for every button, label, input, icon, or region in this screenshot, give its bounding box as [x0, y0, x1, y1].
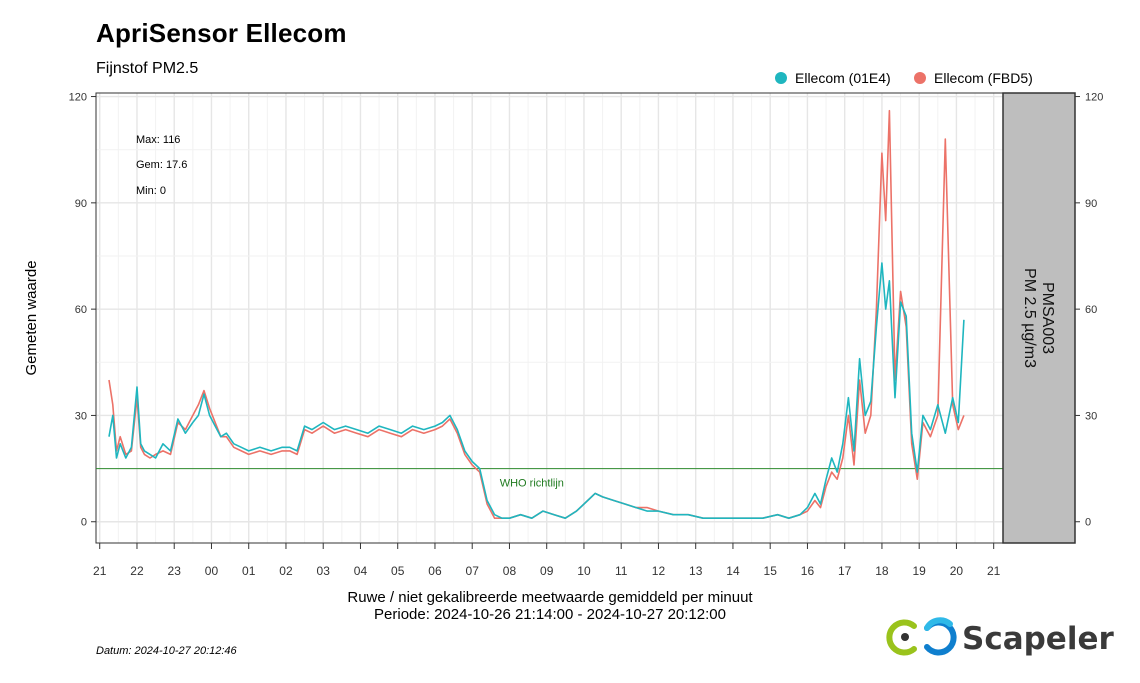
- x-axis-label-line1: Ruwe / niet gekalibreerde meetwaarde gem…: [347, 589, 753, 606]
- legend-marker-fbd5: [914, 72, 926, 84]
- x-tick-label: 06: [428, 564, 442, 578]
- datum-timestamp: Datum: 2024-10-27 20:12:46: [96, 645, 237, 657]
- x-tick-label: 23: [168, 564, 182, 578]
- y-tick-label-left: 30: [75, 410, 87, 422]
- y-tick-label-left: 90: [75, 198, 87, 210]
- y-tick-label-right: 0: [1085, 517, 1091, 529]
- y-tick-label-right: 60: [1085, 304, 1097, 316]
- grid-lines: [96, 93, 1003, 543]
- x-tick-label: 08: [503, 564, 517, 578]
- series-line-fbd5: [108, 109, 965, 520]
- x-axis: 21 22 23 00 01 02 03 04 05 06 07 08 09 10 11 12 13 14 15 16…: [93, 543, 1001, 578]
- scapeler-logo: Scapeler: [886, 617, 1114, 657]
- who-reference-label: WHO richtlijn: [500, 478, 564, 490]
- strip-label-unit: PM 2.5 µg/m3: [1021, 268, 1038, 368]
- x-tick-label: 19: [913, 564, 927, 578]
- y-axis-right: 0 30 60 90 120: [1075, 92, 1103, 529]
- who-reference: WHO richtlijn: [96, 468, 1003, 490]
- series-layer: [108, 109, 965, 520]
- x-tick-label: 18: [875, 564, 889, 578]
- legend-label-01e4: Ellecom (01E4): [795, 70, 891, 86]
- legend: Ellecom (01E4) Ellecom (FBD5): [775, 70, 1033, 86]
- chart-title: ApriSensor Ellecom: [96, 18, 347, 48]
- stat-mean: Gem: 17.6: [136, 159, 187, 171]
- y-tick-label-right: 30: [1085, 410, 1097, 422]
- plot-panel-border: [95, 92, 1004, 544]
- x-tick-label: 12: [652, 564, 666, 578]
- x-tick-label: 02: [279, 564, 293, 578]
- x-tick-label: 14: [726, 564, 740, 578]
- legend-label-fbd5: Ellecom (FBD5): [934, 70, 1033, 86]
- y-tick-label-left: 120: [69, 92, 87, 104]
- y-tick-label-right: 120: [1085, 92, 1103, 104]
- scapeler-logo-text: Scapeler: [962, 621, 1114, 657]
- scapeler-logo-icon: [886, 617, 957, 656]
- legend-marker-01e4: [775, 72, 787, 84]
- x-tick-label: 21: [987, 564, 1001, 578]
- x-tick-label: 05: [391, 564, 405, 578]
- chart-subtitle: Fijnstof PM2.5: [96, 60, 199, 77]
- x-tick-label: 04: [354, 564, 368, 578]
- x-tick-label: 07: [466, 564, 480, 578]
- x-tick-label: 01: [242, 564, 256, 578]
- y-tick-label-right: 90: [1085, 198, 1097, 210]
- x-tick-label: 10: [577, 564, 591, 578]
- strip-label-sensor: PMSA003: [1039, 282, 1056, 354]
- strip-background: [1002, 92, 1076, 544]
- stat-max: Max: 116: [136, 134, 180, 146]
- x-tick-label: 17: [838, 564, 852, 578]
- y-axis-label: Gemeten waarde: [23, 260, 40, 375]
- x-tick-label: 13: [689, 564, 703, 578]
- x-tick-label: 09: [540, 564, 554, 578]
- x-tick-label: 21: [93, 564, 107, 578]
- y-axis-left: 0 30 60 90 120: [69, 92, 96, 529]
- x-tick-label: 00: [205, 564, 219, 578]
- series-line-01e4: [108, 262, 965, 520]
- x-axis-label-line2: Periode: 2024-10-26 21:14:00 - 2024-10-2…: [374, 606, 726, 623]
- strip-panel: PMSA003 PM 2.5 µg/m3: [1002, 92, 1076, 544]
- stat-min: Min: 0: [136, 185, 166, 197]
- x-tick-label: 20: [950, 564, 964, 578]
- x-tick-label: 16: [801, 564, 815, 578]
- x-tick-label: 22: [130, 564, 144, 578]
- x-tick-label: 15: [764, 564, 778, 578]
- x-tick-label: 11: [615, 564, 628, 578]
- y-tick-label-left: 0: [81, 517, 87, 529]
- y-tick-label-left: 60: [75, 304, 87, 316]
- x-tick-label: 03: [317, 564, 331, 578]
